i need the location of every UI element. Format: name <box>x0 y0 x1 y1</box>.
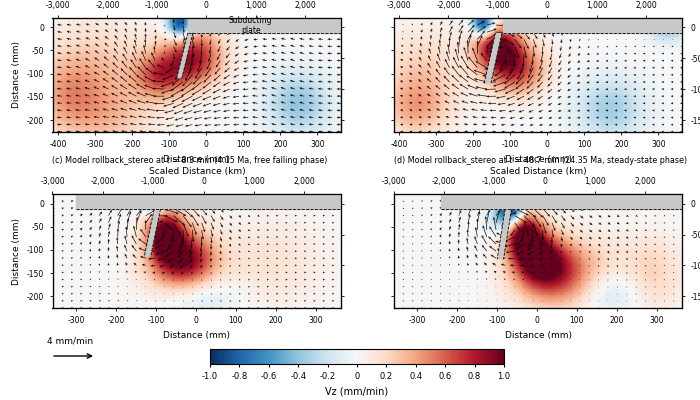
X-axis label: Distance (mm): Distance (mm) <box>505 331 571 340</box>
X-axis label: Distance (mm): Distance (mm) <box>164 155 230 164</box>
X-axis label: Distance (mm): Distance (mm) <box>505 155 571 164</box>
Polygon shape <box>497 209 512 259</box>
Y-axis label: Distance (mm): Distance (mm) <box>13 218 22 285</box>
Polygon shape <box>176 33 193 78</box>
Text: Subducting
plate: Subducting plate <box>229 16 272 35</box>
Text: (d) Model rollback_stereo at t = 48.7 min (24.35 Ma, steady-state phase): (d) Model rollback_stereo at t = 48.7 mi… <box>393 156 687 165</box>
Text: 4 mm/min: 4 mm/min <box>47 337 93 346</box>
Polygon shape <box>144 209 160 257</box>
Text: (c) Model rollback_stereo at t = 8.3 min (4.15 Ma, free falling phase): (c) Model rollback_stereo at t = 8.3 min… <box>52 156 328 165</box>
Y-axis label: Distance (mm): Distance (mm) <box>13 41 22 108</box>
X-axis label: Distance (mm): Distance (mm) <box>164 331 230 340</box>
X-axis label: Scaled Distance (km): Scaled Distance (km) <box>148 167 245 176</box>
X-axis label: Scaled Distance (km): Scaled Distance (km) <box>490 167 587 176</box>
Polygon shape <box>484 33 502 83</box>
X-axis label: Vz (mm/min): Vz (mm/min) <box>326 387 388 397</box>
